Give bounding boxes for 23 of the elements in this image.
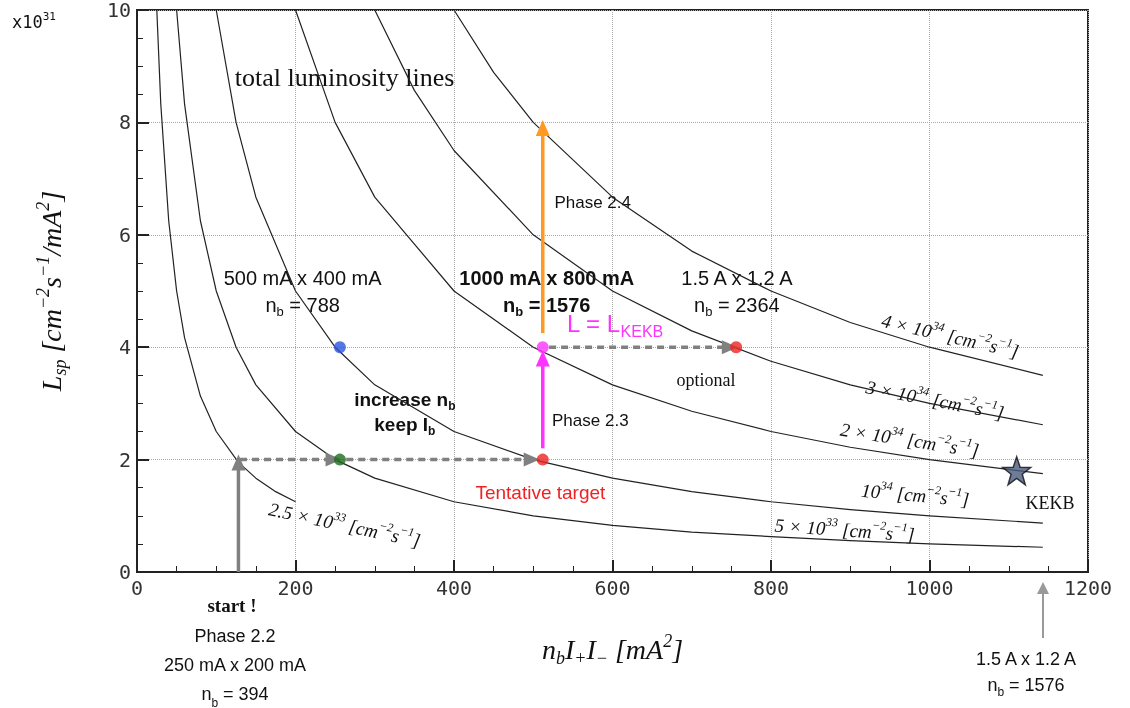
annotation: 1034 [cm−2s−1] (860, 478, 971, 511)
y-tick-label: 2 (118, 447, 131, 472)
y-tick-label: 8 (118, 110, 131, 135)
annotation: 2 × 1034 [cm−2s−1] (838, 418, 981, 462)
annotation: 2.5 × 1033 [cm−2s−1] (266, 498, 423, 552)
x-tick-label: 200 (277, 576, 314, 600)
annotation: 5 × 1033 [cm−2s−1] (774, 514, 916, 546)
y-tick-label: 4 (118, 335, 131, 360)
x-tick-label: 400 (435, 576, 473, 600)
text: Lsp [cm−2s−1/mA2] (33, 190, 70, 392)
x-tick-label: 1000 (905, 576, 954, 600)
annotation: 4 × 1034 [cm−2s−1] (879, 309, 1021, 362)
text: start ! (207, 594, 257, 616)
annotation: KEKB (1025, 492, 1075, 513)
y-tick-label: 0 (118, 560, 131, 584)
y-tick-label: 10 (106, 0, 131, 22)
x-tick-label: 800 (752, 576, 790, 600)
y-tick-label: 6 (118, 222, 131, 247)
x-tick-label: 600 (594, 576, 631, 600)
annotation: Phase 2.3 (552, 410, 629, 430)
x-tick-label: 1200 (1063, 576, 1113, 600)
annotation: Tentative target (475, 481, 607, 503)
annotation: optional (676, 369, 736, 390)
